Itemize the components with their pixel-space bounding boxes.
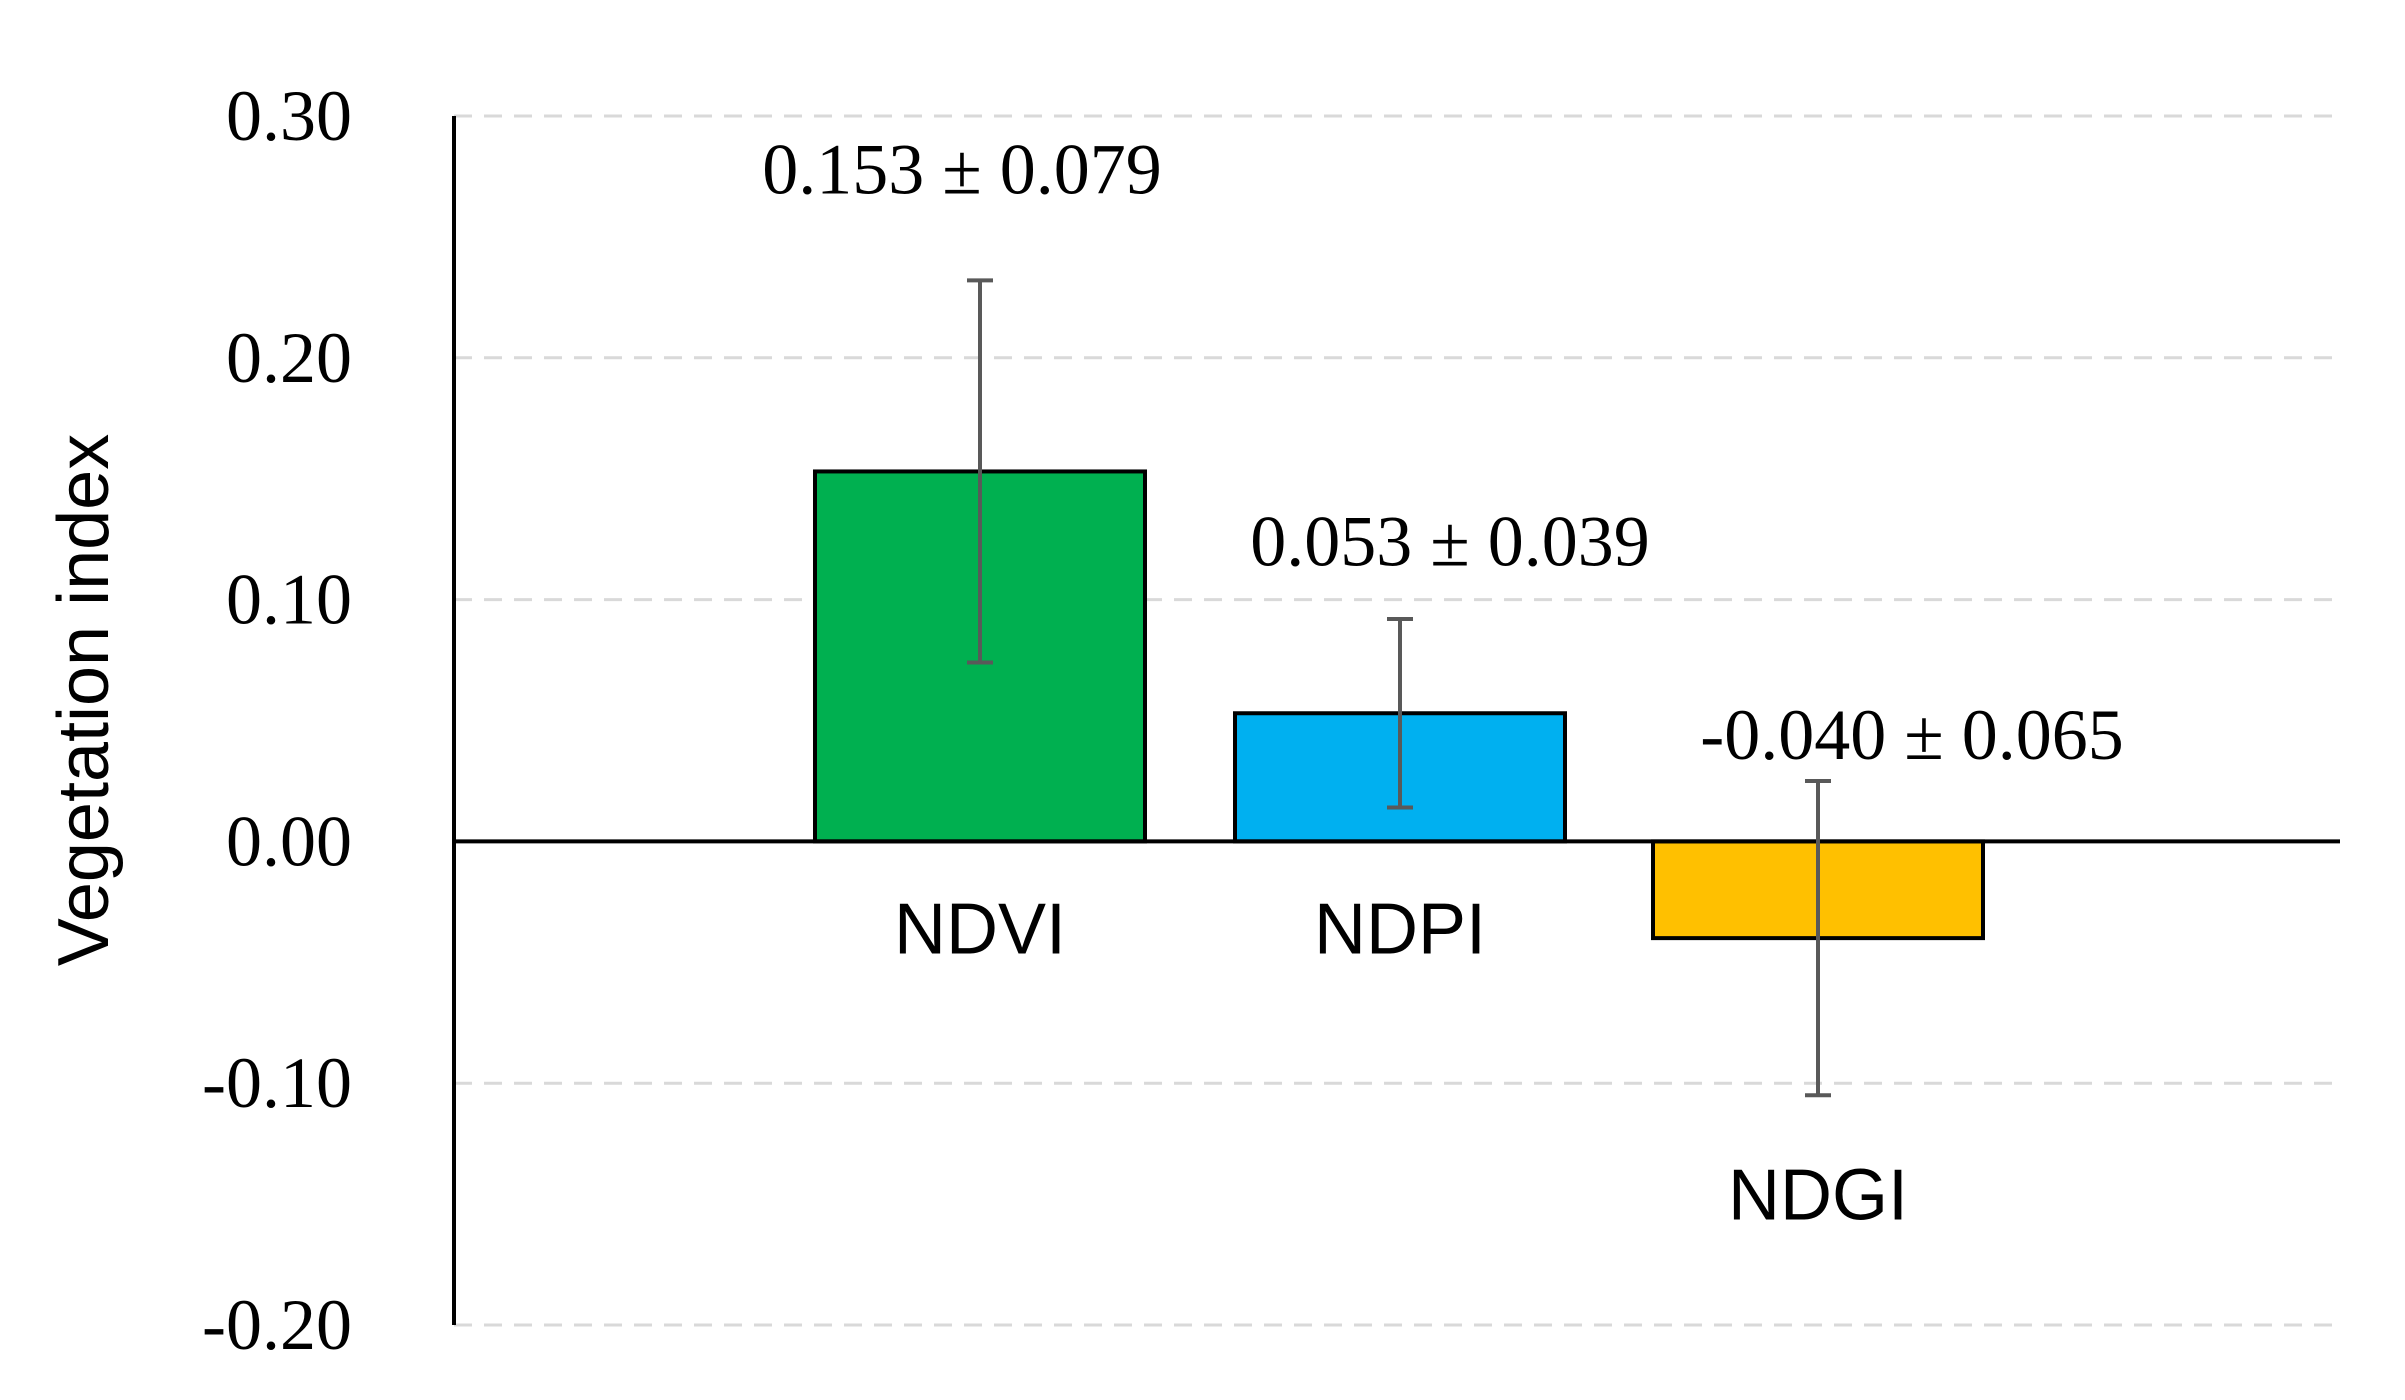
y-tick-label: -0.10 [202,1043,352,1123]
y-tick-label: 0.10 [226,560,352,640]
category-labels: NDVI NDPI NDGI [894,889,1908,1235]
y-tick-label: 0.30 [226,76,352,156]
y-tick-label: 0.20 [226,318,352,398]
error-bar-ndvi [967,278,993,665]
y-tick-label: -0.20 [202,1285,352,1365]
y-tick-label: 0.00 [226,801,352,881]
error-bar-ndgi [1805,778,1831,1098]
data-labels: 0.153 ± 0.079 0.053 ± 0.039 -0.040 ± 0.065 [762,129,2124,775]
category-label-ndvi: NDVI [894,889,1066,969]
error-bar-ndpi [1387,616,1413,810]
category-label-ndgi: NDGI [1728,1155,1908,1235]
y-tick-labels: 0.30 0.20 0.10 0.00 -0.10 -0.20 [202,76,352,1365]
gridlines [454,114,2340,1327]
data-label-ndvi: 0.153 ± 0.079 [762,129,1162,209]
data-label-ndpi: 0.053 ± 0.039 [1250,502,1650,582]
error-bars [967,278,1831,1098]
category-label-ndpi: NDPI [1314,889,1486,969]
data-label-ndgi: -0.040 ± 0.065 [1700,695,2124,775]
axes [452,116,2340,1325]
y-axis-title: Vegetation index [44,434,124,966]
